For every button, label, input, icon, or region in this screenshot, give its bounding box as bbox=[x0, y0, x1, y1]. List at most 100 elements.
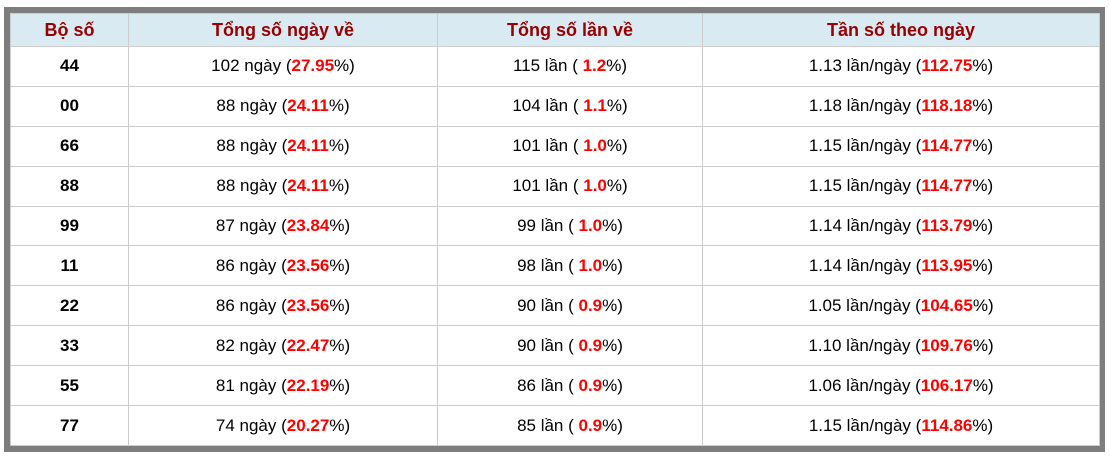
pair-value: 55 bbox=[60, 375, 79, 395]
percent-close: %) bbox=[606, 136, 628, 156]
header-row: Bộ số Tổng số ngày về Tổng số lần về Tần… bbox=[10, 13, 1100, 47]
days-text: 81 ngày ( bbox=[215, 375, 287, 395]
days-text: 102 ngày ( bbox=[211, 56, 292, 76]
times-percent: 1.0 bbox=[578, 255, 603, 275]
table-row: 11 86 ngày (23.56%) 98 lần ( 1.0%) 1.14 … bbox=[10, 245, 1100, 287]
pair-value: 22 bbox=[60, 295, 79, 315]
percent-close: %) bbox=[328, 96, 350, 116]
days-percent: 23.56 bbox=[286, 295, 330, 315]
percent-close: %) bbox=[329, 295, 351, 315]
percent-close: %) bbox=[329, 255, 351, 275]
times-percent: 1.0 bbox=[583, 176, 607, 196]
times-percent: 1.2 bbox=[582, 56, 607, 76]
days-text: 74 ngày ( bbox=[215, 415, 287, 435]
freq-percent: 114.86 bbox=[921, 415, 973, 435]
pair-value: 00 bbox=[60, 96, 79, 116]
table-body: 44 102 ngày (27.95%) 115 lần ( 1.2%) 1.1… bbox=[10, 46, 1100, 446]
freq-text: 1.18 lần/ngày ( bbox=[808, 96, 922, 116]
table-row: 88 88 ngày (24.11%) 101 lần ( 1.0%) 1.15… bbox=[10, 165, 1100, 207]
percent-close: %) bbox=[972, 136, 994, 156]
times-cell: 86 lần ( 0.9%) bbox=[437, 365, 703, 407]
freq-text: 1.14 lần/ngày ( bbox=[808, 255, 922, 275]
freq-cell: 1.13 lần/ngày (112.75%) bbox=[702, 46, 1100, 87]
times-cell: 104 lần ( 1.1%) bbox=[437, 85, 703, 127]
table-row: 77 74 ngày (20.27%) 85 lần ( 0.9%) 1.15 … bbox=[10, 405, 1100, 446]
days-text: 88 ngày ( bbox=[216, 136, 288, 156]
days-percent: 23.84 bbox=[286, 216, 330, 235]
percent-close: %) bbox=[972, 295, 994, 315]
percent-close: %) bbox=[972, 415, 994, 435]
times-cell: 101 lần ( 1.0%) bbox=[437, 125, 703, 167]
times-percent: 1.0 bbox=[578, 216, 603, 235]
days-percent: 23.56 bbox=[286, 255, 330, 275]
percent-close: %) bbox=[602, 295, 623, 315]
times-percent: 0.9 bbox=[578, 415, 603, 435]
days-cell: 102 ngày (27.95%) bbox=[128, 46, 438, 87]
freq-percent: 112.75 bbox=[921, 56, 973, 76]
times-text: 98 lần ( bbox=[517, 255, 579, 275]
days-percent: 24.11 bbox=[287, 136, 329, 156]
times-text: 99 lần ( bbox=[517, 216, 579, 235]
percent-close: %) bbox=[972, 96, 994, 116]
days-text: 86 ngày ( bbox=[215, 295, 287, 315]
times-text: 101 lần ( bbox=[512, 176, 584, 196]
times-percent: 0.9 bbox=[578, 375, 603, 395]
days-cell: 88 ngày (24.11%) bbox=[128, 125, 438, 167]
times-cell: 90 lần ( 0.9%) bbox=[437, 285, 703, 327]
percent-close: %) bbox=[602, 335, 623, 355]
freq-text: 1.10 lần/ngày ( bbox=[808, 335, 921, 355]
loto-stats-panel: Bộ số Tổng số ngày về Tổng số lần về Tần… bbox=[4, 7, 1105, 452]
freq-cell: 1.14 lần/ngày (113.79%) bbox=[702, 205, 1100, 247]
percent-close: %) bbox=[329, 375, 351, 395]
times-percent: 1.1 bbox=[583, 96, 607, 116]
pair-value: 44 bbox=[60, 56, 79, 76]
times-percent: 1.0 bbox=[583, 136, 607, 156]
percent-close: %) bbox=[329, 335, 351, 355]
freq-cell: 1.15 lần/ngày (114.77%) bbox=[702, 165, 1100, 207]
col-header-total-times: Tổng số lần về bbox=[437, 13, 703, 47]
percent-close: %) bbox=[328, 136, 350, 156]
loto-stats-table: Bộ số Tổng số ngày về Tổng số lần về Tần… bbox=[10, 13, 1100, 446]
percent-close: %) bbox=[606, 96, 628, 116]
freq-cell: 1.18 lần/ngày (118.18%) bbox=[702, 85, 1100, 127]
percent-close: %) bbox=[334, 56, 355, 76]
freq-cell: 1.06 lần/ngày (106.17%) bbox=[702, 365, 1100, 407]
pair-cell: 66 bbox=[10, 125, 129, 167]
percent-close: %) bbox=[602, 255, 623, 275]
freq-percent: 118.18 bbox=[921, 96, 973, 116]
days-cell: 88 ngày (24.11%) bbox=[128, 165, 438, 207]
freq-percent: 106.17 bbox=[920, 375, 973, 395]
freq-text: 1.14 lần/ngày ( bbox=[808, 216, 922, 235]
pair-cell: 77 bbox=[10, 405, 129, 446]
freq-cell: 1.14 lần/ngày (113.95%) bbox=[702, 245, 1100, 287]
freq-cell: 1.05 lần/ngày (104.65%) bbox=[702, 285, 1100, 327]
percent-close: %) bbox=[972, 56, 994, 76]
times-cell: 85 lần ( 0.9%) bbox=[437, 405, 703, 446]
percent-close: %) bbox=[329, 415, 351, 435]
freq-percent: 113.79 bbox=[921, 216, 973, 235]
days-cell: 81 ngày (22.19%) bbox=[128, 365, 438, 407]
freq-text: 1.15 lần/ngày ( bbox=[808, 176, 922, 196]
days-percent: 20.27 bbox=[286, 415, 330, 435]
pair-cell: 33 bbox=[10, 325, 129, 367]
table-row: 66 88 ngày (24.11%) 101 lần ( 1.0%) 1.15… bbox=[10, 125, 1100, 167]
table-row: 55 81 ngày (22.19%) 86 lần ( 0.9%) 1.06 … bbox=[10, 365, 1100, 407]
pair-cell: 11 bbox=[10, 245, 129, 287]
pair-cell: 88 bbox=[10, 165, 129, 207]
times-text: 90 lần ( bbox=[517, 335, 579, 355]
days-cell: 88 ngày (24.11%) bbox=[128, 85, 438, 127]
days-text: 86 ngày ( bbox=[215, 255, 287, 275]
times-text: 115 lần ( bbox=[512, 56, 583, 76]
days-percent: 24.11 bbox=[287, 96, 329, 116]
freq-text: 1.15 lần/ngày ( bbox=[808, 415, 922, 435]
days-text: 88 ngày ( bbox=[216, 176, 288, 196]
percent-close: %) bbox=[602, 375, 623, 395]
days-text: 87 ngày ( bbox=[215, 216, 287, 235]
days-text: 82 ngày ( bbox=[215, 335, 287, 355]
percent-close: %) bbox=[606, 56, 628, 76]
table-row: 33 82 ngày (22.47%) 90 lần ( 0.9%) 1.10 … bbox=[10, 325, 1100, 367]
col-header-pair: Bộ số bbox=[10, 13, 129, 47]
times-cell: 98 lần ( 1.0%) bbox=[437, 245, 703, 287]
freq-percent: 113.95 bbox=[921, 255, 973, 275]
times-cell: 90 lần ( 0.9%) bbox=[437, 325, 703, 367]
